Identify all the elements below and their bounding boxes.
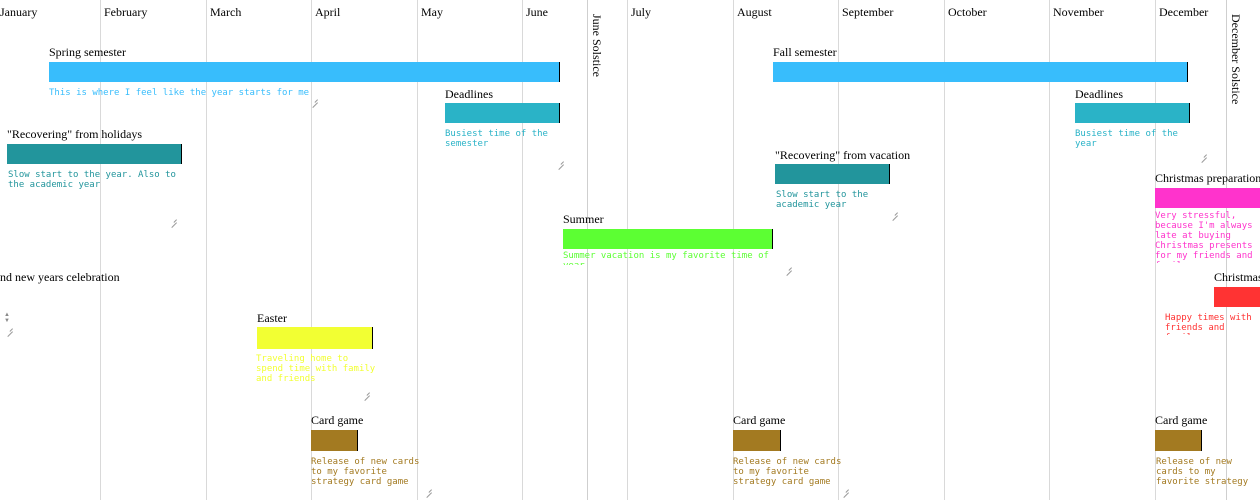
resize-handle[interactable]	[312, 97, 318, 103]
summer-bar[interactable]	[563, 229, 773, 249]
deadlines-spring-title: Deadlines	[445, 87, 493, 101]
easter-note[interactable]: Traveling home to spend time with family…	[256, 354, 376, 386]
month-label-december: December	[1159, 5, 1209, 19]
christmas-prep-title: Christmas preparations	[1155, 171, 1260, 185]
month-divider	[944, 0, 945, 500]
month-divider	[522, 0, 523, 500]
easter-title: Easter	[257, 311, 287, 325]
christmas-bar[interactable]	[1214, 287, 1260, 307]
christmas-title: Christmas	[1214, 270, 1260, 284]
resize-handle[interactable]	[1201, 152, 1207, 158]
card-game-3-bar[interactable]	[1155, 430, 1202, 451]
resize-handle[interactable]	[7, 326, 13, 332]
month-divider	[311, 0, 312, 500]
month-divider	[417, 0, 418, 500]
resize-handle[interactable]	[364, 390, 370, 396]
card-game-1-note[interactable]: Release of new cards to my favorite stra…	[311, 457, 433, 487]
month-label-july: July	[631, 5, 652, 19]
december-solstice-label: December Solstice	[1229, 14, 1243, 105]
month-label-february: February	[104, 5, 148, 19]
christmas-prep-note[interactable]: Very stressful, because I'm always late …	[1155, 211, 1260, 263]
june-solstice-label: June Solstice	[590, 14, 604, 77]
month-label-may: May	[421, 5, 443, 19]
month-divider	[100, 0, 101, 500]
month-label-april: April	[315, 5, 341, 19]
christmas-prep-bar[interactable]	[1155, 188, 1260, 208]
recovering-holidays-title: "Recovering" from holidays	[7, 127, 143, 141]
recovering-vacation-note[interactable]: Slow start to the academic year	[776, 190, 896, 212]
resize-handle[interactable]	[558, 159, 564, 165]
month-label-august: August	[737, 5, 772, 19]
month-label-november: November	[1053, 5, 1104, 19]
recovering-holidays-bar[interactable]	[7, 144, 182, 164]
recovering-holidays-note[interactable]: Slow start to the year. Also to the acad…	[8, 170, 178, 210]
spring-semester-note[interactable]: This is where I feel like the year start…	[49, 88, 319, 106]
card-game-1-bar[interactable]	[311, 430, 358, 451]
june-solstice-line	[587, 0, 588, 500]
card-game-2-bar[interactable]	[733, 430, 781, 451]
deadlines-spring-note[interactable]: Busiest time of the semester	[445, 129, 565, 159]
resize-handle[interactable]	[786, 265, 792, 271]
resize-handle[interactable]	[426, 487, 432, 493]
card-game-3-note[interactable]: Release of new cards to my favorite stra…	[1156, 457, 1260, 487]
month-label-june: June	[526, 5, 548, 19]
christmas-note[interactable]: Happy times with friends and family	[1165, 313, 1260, 335]
card-game-3-title: Card game	[1155, 413, 1208, 427]
month-label-october: October	[948, 5, 987, 19]
card-game-2-note[interactable]: Release of new cards to my favorite stra…	[733, 457, 855, 487]
month-divider	[1049, 0, 1050, 500]
month-divider	[627, 0, 628, 500]
month-divider	[733, 0, 734, 500]
recovering-vacation-title: "Recovering" from vacation	[775, 148, 911, 162]
month-divider	[206, 0, 207, 500]
deadlines-fall-note[interactable]: Busiest time of the year	[1075, 129, 1205, 149]
resize-handle[interactable]	[892, 210, 898, 216]
resize-handle[interactable]	[843, 487, 849, 493]
fall-semester-title: Fall semester	[773, 45, 837, 59]
deadlines-fall-bar[interactable]	[1075, 103, 1190, 123]
card-game-1-title: Card game	[311, 413, 364, 427]
spring-semester-bar[interactable]	[49, 62, 560, 82]
month-label-january: January	[0, 5, 38, 19]
fall-semester-bar[interactable]	[773, 62, 1188, 82]
month-label-september: September	[842, 5, 894, 19]
summer-note[interactable]: Summer vacation is my favorite time of y…	[563, 251, 791, 265]
month-divider	[838, 0, 839, 500]
month-label-march: March	[210, 5, 242, 19]
summer-title: Summer	[563, 212, 604, 226]
deadlines-fall-title: Deadlines	[1075, 87, 1123, 101]
stepper-icon[interactable]: ▲ ▼	[4, 312, 10, 324]
resize-handle[interactable]	[171, 217, 177, 223]
spring-semester-title: Spring semester	[49, 45, 126, 59]
easter-bar[interactable]	[257, 327, 373, 349]
recovering-vacation-bar[interactable]	[775, 164, 890, 184]
new-years-title: nd new years celebration	[0, 270, 120, 284]
card-game-2-title: Card game	[733, 413, 786, 427]
deadlines-spring-bar[interactable]	[445, 103, 560, 123]
